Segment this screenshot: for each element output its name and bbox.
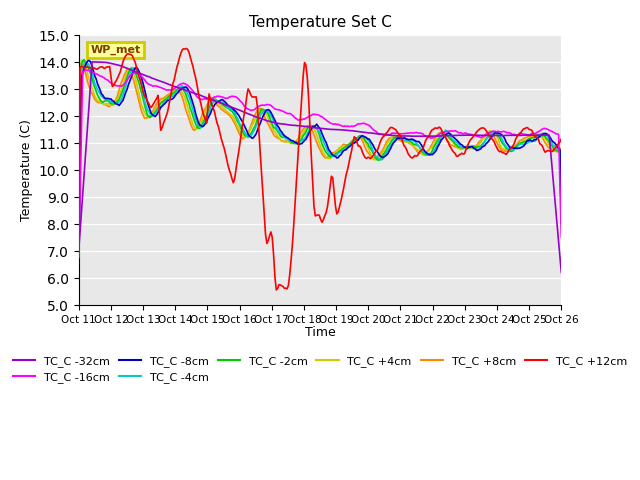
TC_C +12cm — [134, 70, 141, 76]
TC_C +8cm — [75, 249, 83, 254]
TC_C +12cm — [182, 46, 190, 51]
TC_C -4cm — [75, 255, 83, 261]
TC_C +12cm — [289, 241, 296, 247]
Line: TC_C -2cm: TC_C -2cm — [79, 60, 561, 254]
TC_C +12cm — [244, 86, 252, 92]
TC_C -16cm — [244, 106, 252, 112]
TC_C -32cm — [287, 122, 295, 128]
TC_C -8cm — [236, 115, 244, 120]
TC_C -8cm — [75, 260, 83, 265]
TC_C -32cm — [557, 270, 565, 276]
Line: TC_C -16cm: TC_C -16cm — [79, 70, 561, 257]
TC_C +4cm — [77, 57, 85, 63]
TC_C -4cm — [532, 137, 540, 143]
TC_C -8cm — [84, 58, 92, 63]
TC_C +12cm — [533, 134, 541, 140]
TC_C -16cm — [287, 111, 295, 117]
TC_C +4cm — [244, 131, 252, 137]
TC_C +12cm — [236, 140, 244, 146]
TC_C +8cm — [557, 217, 565, 223]
TC_C -8cm — [244, 131, 252, 137]
TC_C +8cm — [532, 132, 540, 138]
Title: Temperature Set C: Temperature Set C — [248, 15, 392, 30]
TC_C -2cm — [220, 103, 228, 108]
TC_C -8cm — [532, 137, 540, 143]
TC_C -4cm — [236, 121, 244, 127]
TC_C +8cm — [244, 130, 252, 135]
TC_C +4cm — [236, 128, 244, 134]
TC_C -8cm — [287, 138, 295, 144]
TC_C -16cm — [83, 67, 91, 73]
TC_C -8cm — [135, 69, 143, 75]
TC_C -2cm — [532, 133, 540, 139]
TC_C -2cm — [75, 251, 83, 257]
Line: TC_C -4cm: TC_C -4cm — [79, 63, 561, 258]
TC_C +4cm — [532, 133, 540, 139]
TC_C -16cm — [75, 254, 83, 260]
TC_C +8cm — [287, 141, 295, 146]
TC_C -16cm — [220, 95, 228, 100]
TC_C -2cm — [244, 133, 252, 139]
TC_C -32cm — [88, 59, 96, 65]
TC_C -2cm — [80, 57, 88, 62]
TC_C -4cm — [244, 135, 252, 141]
TC_C +4cm — [287, 139, 295, 145]
TC_C -2cm — [287, 139, 295, 145]
TC_C -8cm — [220, 98, 228, 104]
TC_C -16cm — [236, 98, 244, 104]
Line: TC_C -8cm: TC_C -8cm — [79, 60, 561, 263]
TC_C -4cm — [81, 60, 89, 66]
Legend: TC_C -32cm, TC_C -16cm, TC_C -8cm, TC_C -4cm, TC_C -2cm, TC_C +4cm, TC_C +8cm, T: TC_C -32cm, TC_C -16cm, TC_C -8cm, TC_C … — [8, 351, 632, 388]
TC_C -8cm — [557, 220, 565, 226]
TC_C +8cm — [220, 108, 228, 114]
X-axis label: Time: Time — [305, 326, 335, 339]
TC_C +4cm — [220, 106, 228, 112]
TC_C -4cm — [557, 220, 565, 226]
TC_C -16cm — [557, 234, 565, 240]
TC_C +12cm — [75, 251, 83, 257]
TC_C -32cm — [135, 70, 143, 76]
TC_C -16cm — [532, 131, 540, 136]
TC_C +12cm — [557, 136, 565, 142]
Y-axis label: Temperature (C): Temperature (C) — [20, 120, 33, 221]
Line: TC_C +4cm: TC_C +4cm — [79, 60, 561, 251]
Line: TC_C +8cm: TC_C +8cm — [79, 63, 561, 252]
TC_C +8cm — [77, 60, 85, 66]
TC_C +8cm — [135, 99, 143, 105]
TC_C -32cm — [236, 108, 244, 113]
TC_C -32cm — [75, 248, 83, 254]
TC_C +12cm — [220, 144, 228, 150]
TC_C +4cm — [75, 248, 83, 254]
TC_C -4cm — [135, 74, 143, 80]
TC_C -4cm — [287, 138, 295, 144]
Text: WP_met: WP_met — [91, 45, 141, 55]
TC_C +12cm — [273, 287, 280, 293]
TC_C +4cm — [135, 92, 143, 97]
TC_C +4cm — [557, 220, 565, 226]
Line: TC_C -32cm: TC_C -32cm — [79, 62, 561, 273]
TC_C +8cm — [236, 132, 244, 138]
TC_C -16cm — [135, 71, 143, 77]
TC_C -32cm — [244, 111, 252, 117]
TC_C -4cm — [220, 100, 228, 106]
TC_C -32cm — [220, 101, 228, 107]
Line: TC_C +12cm: TC_C +12cm — [79, 48, 561, 290]
TC_C -32cm — [532, 132, 540, 138]
TC_C -2cm — [557, 220, 565, 226]
TC_C -2cm — [236, 123, 244, 129]
TC_C -2cm — [135, 81, 143, 87]
